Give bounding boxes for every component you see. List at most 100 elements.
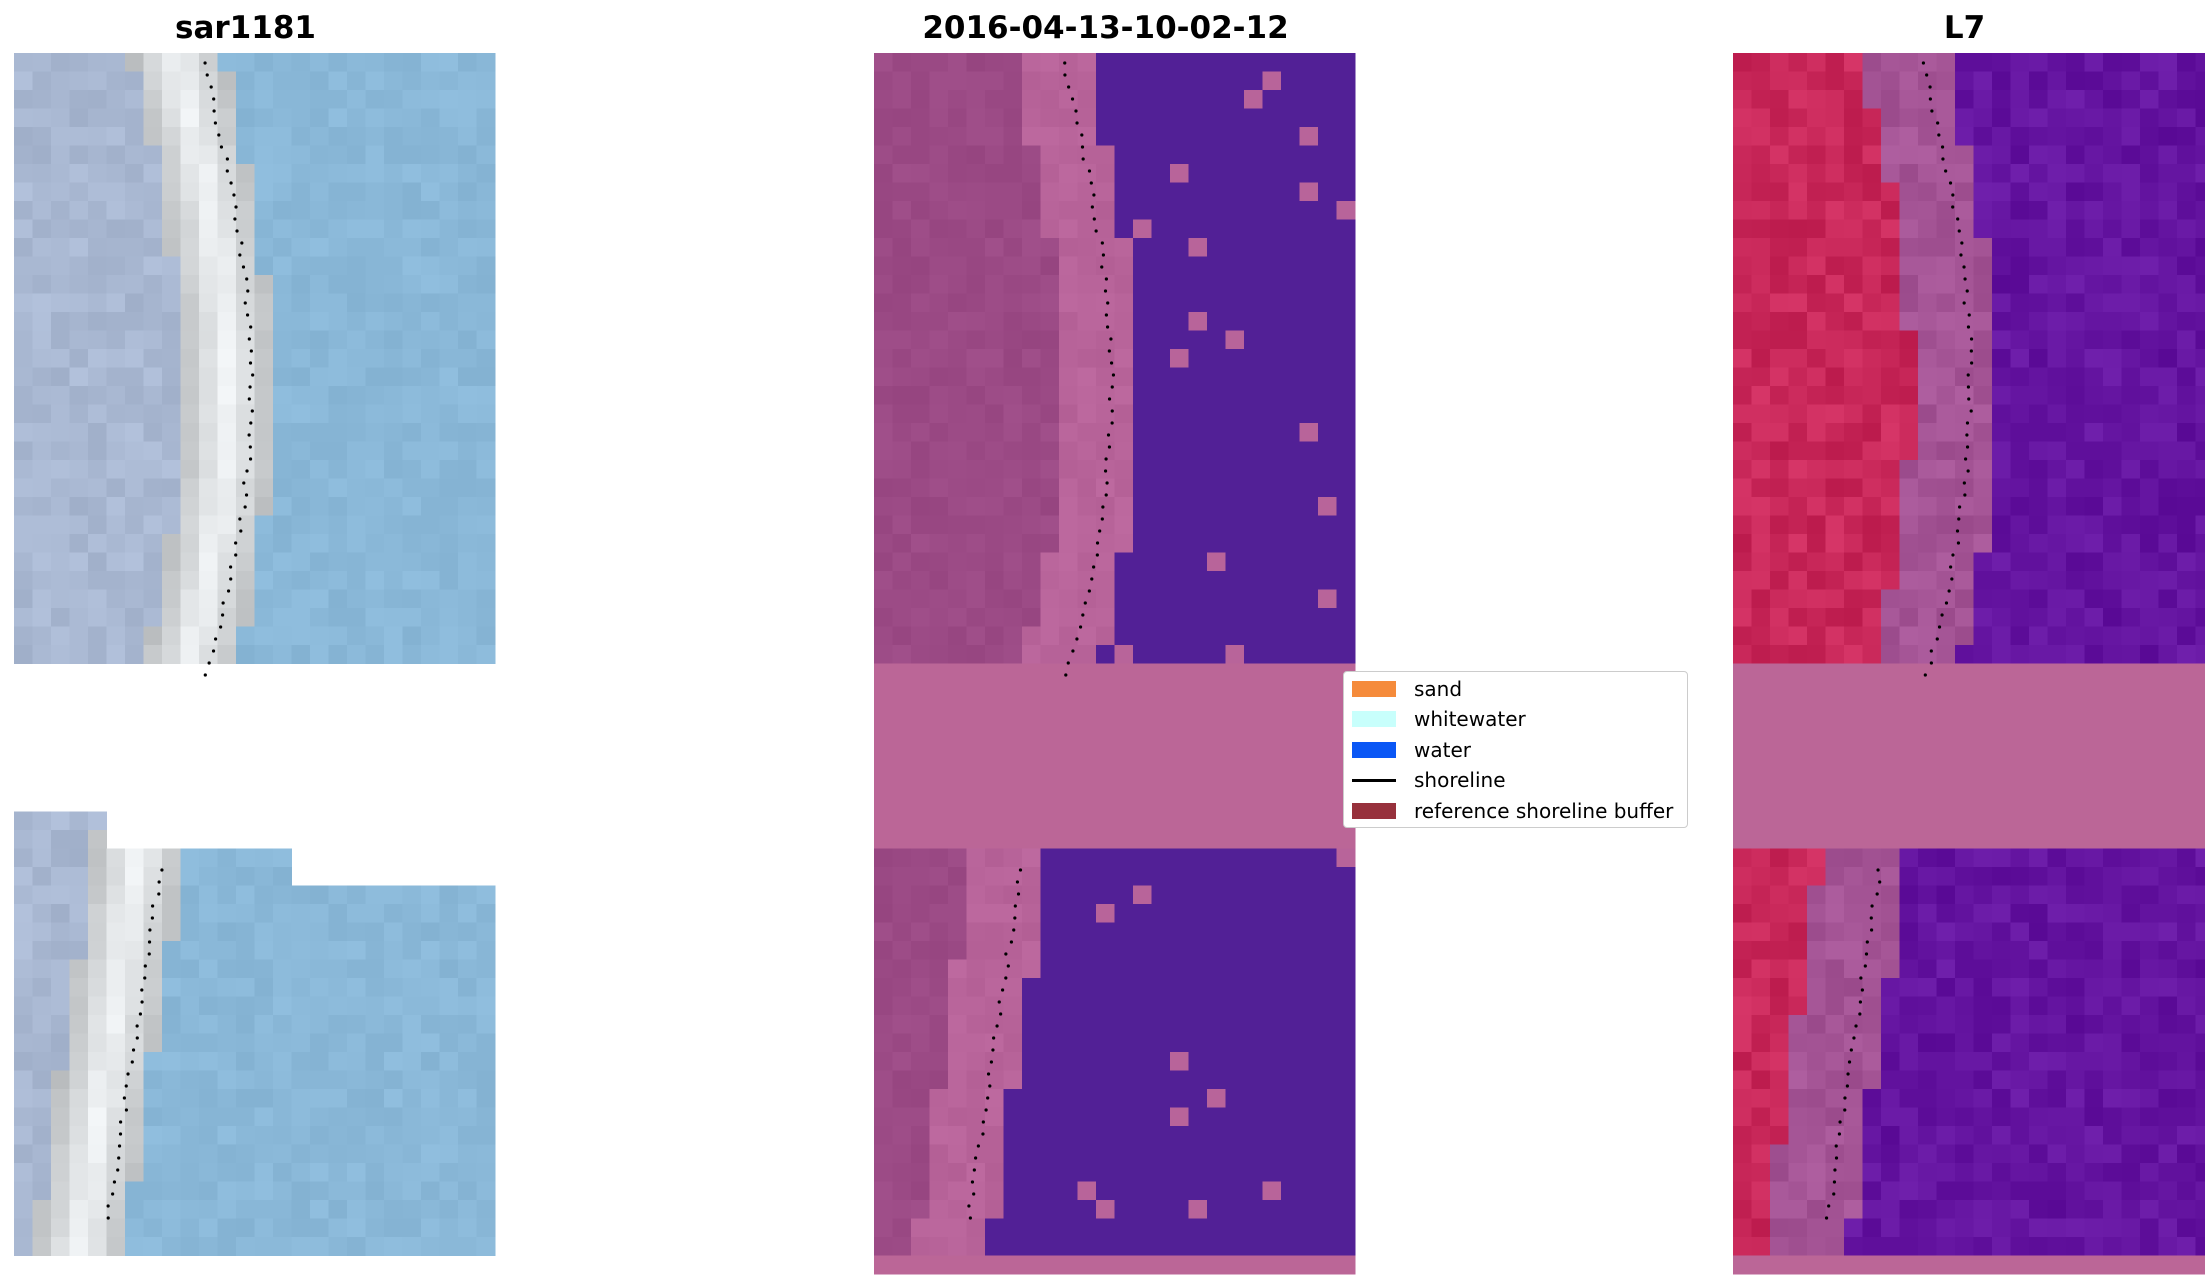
image-pixel [2121, 774, 2141, 794]
image-pixel [421, 922, 440, 942]
image-pixel [2066, 682, 2085, 701]
image-pixel [1992, 682, 2011, 701]
image-pixel [1040, 1144, 1060, 1164]
shoreline-point [1100, 517, 1104, 521]
image-pixel [402, 423, 422, 442]
image-pixel [929, 1163, 949, 1182]
image-pixel [966, 626, 986, 646]
image-pixel [291, 978, 311, 997]
image-pixel [1918, 941, 1937, 960]
image-pixel [273, 608, 292, 627]
shoreline-point [241, 265, 246, 269]
image-pixel [439, 256, 459, 276]
image-pixel [1788, 941, 1808, 960]
image-pixel [1244, 756, 1263, 775]
image-pixel [1114, 756, 1134, 775]
image-pixel [1022, 423, 1041, 442]
image-pixel [2029, 1089, 2048, 1108]
shoreline-point [135, 1036, 139, 1040]
image-pixel [180, 312, 200, 331]
image-pixel [1936, 682, 1956, 701]
image-pixel [1807, 53, 1826, 72]
image-pixel [1733, 219, 1752, 239]
image-pixel [892, 386, 912, 405]
image-pixel [458, 127, 477, 146]
image-pixel [32, 571, 52, 590]
image-pixel [1299, 811, 1319, 831]
image-pixel [328, 145, 348, 165]
image-pixel [476, 1237, 496, 1256]
image-pixel [2158, 312, 2178, 331]
image-pixel [892, 682, 912, 701]
image-pixel [32, 164, 52, 183]
image-pixel [1244, 53, 1263, 72]
image-pixel [2010, 293, 2030, 313]
image-pixel [1244, 349, 1263, 368]
image-pixel [402, 626, 422, 646]
shoreline-point [124, 1108, 129, 1112]
image-pixel [966, 1107, 986, 1127]
image-pixel [1336, 1163, 1356, 1182]
image-pixel [51, 53, 70, 72]
image-pixel [1059, 1126, 1078, 1145]
image-pixel [1133, 645, 1152, 664]
image-pixel [2121, 1144, 2141, 1164]
image-pixel [2195, 1033, 2205, 1053]
image-pixel [948, 1052, 967, 1071]
image-pixel [51, 1144, 70, 1164]
image-pixel [51, 367, 70, 387]
image-pixel [1936, 201, 1956, 220]
image-pixel [384, 497, 403, 516]
image-pixel [1170, 941, 1189, 960]
image-pixel [1751, 571, 1771, 590]
image-pixel [1955, 571, 1974, 590]
shoreline-point [1004, 952, 1008, 956]
image-pixel [1022, 164, 1041, 183]
image-pixel [1133, 1089, 1152, 1108]
image-pixel [2140, 441, 2159, 461]
image-pixel [1770, 1015, 1789, 1034]
image-pixel [1733, 1015, 1752, 1034]
image-pixel [874, 1255, 893, 1275]
image-pixel [1336, 1181, 1356, 1201]
image-pixel [1151, 663, 1171, 683]
image-pixel [14, 71, 33, 91]
image-pixel [236, 1052, 255, 1071]
image-pixel [1262, 682, 1282, 701]
image-pixel [985, 885, 1004, 905]
image-pixel [88, 1107, 107, 1127]
image-pixel [199, 1200, 218, 1219]
image-pixel [1299, 515, 1319, 535]
image-pixel [1281, 996, 1300, 1016]
image-pixel [1733, 1144, 1752, 1164]
image-pixel [1170, 978, 1189, 997]
image-pixel [1936, 1015, 1956, 1034]
image-pixel [1151, 719, 1171, 738]
image-pixel [1881, 978, 1900, 997]
image-pixel [1299, 423, 1319, 442]
image-pixel [948, 719, 967, 738]
image-pixel [2177, 608, 2196, 627]
image-pixel [1281, 941, 1300, 960]
shoreline-point [111, 1192, 115, 1196]
image-pixel [2121, 682, 2141, 701]
image-pixel [1918, 515, 1937, 535]
image-pixel [948, 941, 967, 960]
image-pixel [88, 497, 107, 516]
image-pixel [1188, 996, 1208, 1016]
image-pixel [985, 219, 1004, 239]
image-pixel [1881, 275, 1900, 294]
image-pixel [1133, 1015, 1152, 1034]
image-pixel [911, 1163, 930, 1182]
image-pixel [1788, 793, 1808, 812]
image-pixel [1244, 1052, 1263, 1071]
image-pixel [439, 312, 459, 331]
image-pixel [421, 1181, 440, 1201]
image-pixel [1318, 312, 1337, 331]
image-pixel [2010, 127, 2030, 146]
image-pixel [439, 164, 459, 183]
image-pixel [439, 571, 459, 590]
image-pixel [1862, 53, 1882, 72]
image-pixel [125, 127, 144, 146]
image-pixel [1281, 127, 1300, 146]
